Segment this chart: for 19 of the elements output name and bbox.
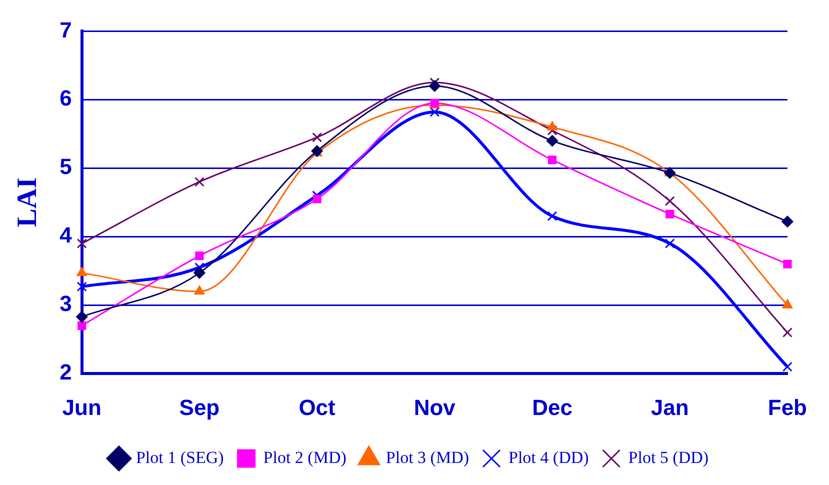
legend-label: Plot 5 (DD) <box>628 448 709 467</box>
y-tick-label: 7 <box>60 17 72 42</box>
x-tick-label: Dec <box>532 394 572 420</box>
x-tick-label: Jan <box>650 394 689 420</box>
y-tick-label: 2 <box>60 360 72 385</box>
y-tick-label: 4 <box>60 222 73 248</box>
x-tick-label: Feb <box>768 394 808 420</box>
y-tick-label: 5 <box>60 154 72 180</box>
x-tick-label: Jun <box>62 394 102 420</box>
legend-label: Plot 1 (SEG) <box>136 448 224 467</box>
x-tick-label: Oct <box>298 394 336 420</box>
legend-label: Plot 3 (MD) <box>386 448 470 467</box>
legend-label: Plot 4 (DD) <box>508 448 589 467</box>
y-axis-title: LAI <box>12 178 44 228</box>
x-tick-label: Sep <box>179 394 220 420</box>
legend-label: Plot 2 (MD) <box>263 448 346 467</box>
y-tick-label: 6 <box>60 86 72 111</box>
x-tick-label: Nov <box>414 394 456 420</box>
y-tick-label: 3 <box>60 291 72 316</box>
